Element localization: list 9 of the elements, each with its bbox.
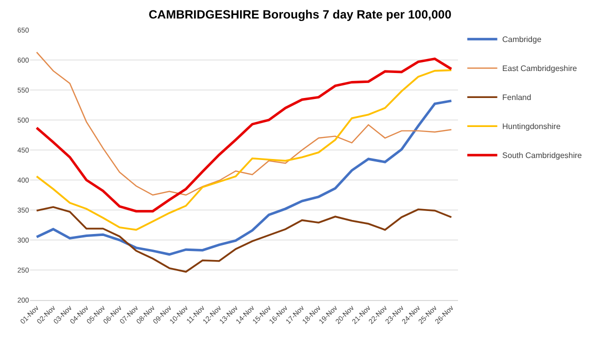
line-series — [36, 206, 452, 273]
chart-title: CAMBRIDGESHIRE Boroughs 7 day Rate per 100,000 — [148, 8, 452, 22]
legend-label: Fenland — [502, 93, 532, 102]
line-series — [36, 69, 452, 231]
legend-label: South Cambridgeshire — [502, 151, 582, 160]
legend-label: Huntingdonshire — [502, 122, 562, 132]
legend-label: East Cambridgeshire — [502, 64, 578, 74]
line-series — [35, 100, 453, 256]
legend-label: Cambridge — [502, 35, 542, 44]
